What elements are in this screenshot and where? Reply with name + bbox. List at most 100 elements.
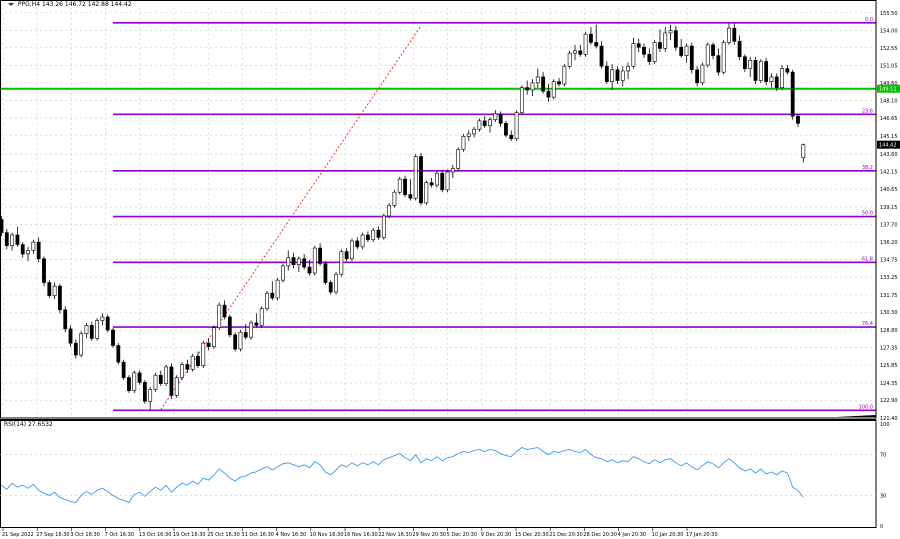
candle-body <box>700 64 705 84</box>
fib-level-label: 76.4 <box>862 321 873 327</box>
x-tick-label: 9 Dec 20:30 <box>481 532 511 538</box>
y-tick-label: 137.70 <box>880 222 898 228</box>
y-tick-label: 146.65 <box>880 116 898 122</box>
candle-body <box>785 68 790 73</box>
x-tick-label: 7 Oct 16:30 <box>105 532 134 538</box>
candle-body <box>281 265 285 281</box>
candle-body <box>658 42 662 49</box>
candle-body <box>408 194 413 199</box>
y-tick-label: 134.75 <box>880 257 898 263</box>
candle-body <box>546 90 551 98</box>
candle-body <box>583 33 588 55</box>
candle-body <box>84 325 89 334</box>
candle-body <box>737 40 742 58</box>
y-tick-label: 145.15 <box>880 134 898 140</box>
y-tick-label: 131.75 <box>880 293 898 299</box>
candle-body <box>769 76 774 82</box>
candle-body <box>371 229 376 241</box>
candle-body <box>302 258 307 268</box>
chart-grid <box>0 8 876 419</box>
candle-body <box>397 178 402 193</box>
rsi-label: RSI(14) 27.6532 <box>4 421 53 428</box>
candle-body <box>111 329 115 346</box>
candle-body <box>801 144 806 159</box>
candle-body <box>689 45 694 71</box>
candle-body <box>488 119 492 126</box>
x-tick-label: 4 Nov 16:30 <box>276 532 307 538</box>
x-tick-label: 25 Oct 16:30 <box>207 532 240 538</box>
x-tick-label: 13 Oct 16:30 <box>139 532 172 538</box>
candle-body <box>254 322 259 326</box>
candle-body <box>376 229 381 238</box>
candle-body <box>392 191 397 206</box>
candle-body <box>413 156 418 199</box>
candle-body <box>334 273 338 293</box>
rsi-tick-label: 70 <box>880 453 886 459</box>
rsi-tick-label: 0 <box>880 524 883 530</box>
candle-body <box>323 263 328 283</box>
candle-body <box>589 33 593 43</box>
candle-body <box>716 55 721 73</box>
rsi-panel: 100 70 30 0 <box>0 422 890 530</box>
candle-body <box>286 257 291 267</box>
candle-body <box>450 168 455 173</box>
candle-body <box>636 43 641 48</box>
candle-body <box>291 257 296 265</box>
candle-body <box>307 266 312 274</box>
y-tick-label: 124.35 <box>880 381 898 387</box>
y-tick-label: 125.85 <box>880 363 898 369</box>
candle-body <box>519 87 524 113</box>
candle-body <box>185 364 190 370</box>
candle-body <box>190 355 195 370</box>
y-tick-label: 136.20 <box>880 240 898 246</box>
y-tick-label: 149.60 <box>880 81 898 87</box>
candle-body <box>620 70 625 81</box>
x-tick-label: 21 Dec 20:30 <box>549 532 583 538</box>
candle-body <box>26 250 30 255</box>
candle-body <box>684 45 689 56</box>
candle-body <box>265 292 269 309</box>
candle-body <box>15 234 20 245</box>
candle-body <box>578 50 583 55</box>
candle-body <box>456 149 461 169</box>
x-tick-label: 10 Nov 16:30 <box>310 532 344 538</box>
candle-body <box>116 345 121 363</box>
candle-body <box>270 292 275 299</box>
candle-body <box>355 240 360 248</box>
y-tick-label: 151.05 <box>880 64 898 70</box>
candle-body <box>461 136 466 150</box>
chart-shift-marker <box>836 415 876 417</box>
candle-body <box>514 112 519 140</box>
candle-body <box>562 65 567 85</box>
fib-level-label: 38.2 <box>862 165 873 171</box>
candle-body <box>504 122 508 136</box>
candle-body <box>105 316 110 331</box>
x-tick-label: 15 Dec 20:30 <box>515 532 549 538</box>
y-tick-label: 140.65 <box>880 187 898 193</box>
candle-body <box>174 377 179 396</box>
candle-body <box>663 32 668 49</box>
green-level-label: 149.11 <box>879 87 897 93</box>
candle-body <box>493 113 498 121</box>
y-tick-label: 152.55 <box>880 46 898 52</box>
candle-body <box>4 232 9 246</box>
candle-body <box>217 304 222 328</box>
candle-body <box>100 316 105 321</box>
candle-body <box>206 342 211 347</box>
candle-body <box>233 334 238 350</box>
candle-body <box>350 240 354 260</box>
x-tick-label: 5 Dec 20:30 <box>447 532 477 538</box>
candle-body <box>429 182 434 186</box>
candle-body <box>647 54 652 62</box>
x-tick-label: 31 Oct 16:30 <box>241 532 274 538</box>
candle-body <box>642 46 646 55</box>
candle-body <box>551 81 556 98</box>
candle-body <box>774 76 779 88</box>
candle-body <box>36 241 41 260</box>
y-tick-label: 128.80 <box>880 328 898 334</box>
x-tick-label: 17 Jan 20:30 <box>686 532 718 538</box>
candle-body <box>222 304 227 318</box>
candle-body <box>631 43 636 67</box>
candle-body <box>668 30 673 34</box>
